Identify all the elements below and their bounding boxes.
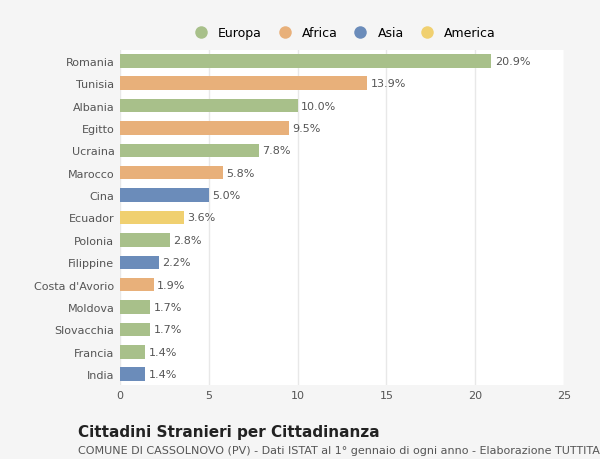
Bar: [120, 189, 209, 202]
Text: 20.9%: 20.9%: [495, 56, 530, 67]
Text: 10.0%: 10.0%: [301, 101, 337, 112]
Text: 13.9%: 13.9%: [370, 79, 406, 89]
Bar: [120, 55, 491, 68]
Text: 3.6%: 3.6%: [187, 213, 216, 223]
Text: 9.5%: 9.5%: [292, 123, 320, 134]
Bar: [120, 211, 184, 225]
Text: 1.4%: 1.4%: [148, 347, 177, 357]
Bar: [120, 345, 145, 359]
Bar: [120, 77, 367, 91]
Bar: [120, 278, 154, 292]
Text: 7.8%: 7.8%: [262, 146, 290, 156]
Text: Cittadini Stranieri per Cittadinanza: Cittadini Stranieri per Cittadinanza: [78, 425, 380, 440]
Bar: [120, 256, 159, 269]
Legend: Europa, Africa, Asia, America: Europa, Africa, Asia, America: [184, 23, 500, 44]
Bar: [120, 100, 298, 113]
Text: 2.2%: 2.2%: [163, 257, 191, 268]
Bar: [120, 368, 145, 381]
Text: 5.0%: 5.0%: [212, 190, 241, 201]
Bar: [120, 323, 150, 336]
Text: 5.8%: 5.8%: [227, 168, 255, 179]
Bar: [120, 301, 150, 314]
Text: 1.7%: 1.7%: [154, 325, 182, 335]
Text: 2.8%: 2.8%: [173, 235, 202, 246]
Bar: [120, 144, 259, 158]
Bar: [120, 234, 170, 247]
Bar: [120, 167, 223, 180]
Text: 1.7%: 1.7%: [154, 302, 182, 313]
Text: COMUNE DI CASSOLNOVO (PV) - Dati ISTAT al 1° gennaio di ogni anno - Elaborazione: COMUNE DI CASSOLNOVO (PV) - Dati ISTAT a…: [78, 445, 600, 455]
Text: 1.9%: 1.9%: [157, 280, 185, 290]
Bar: [120, 122, 289, 135]
Text: 1.4%: 1.4%: [148, 369, 177, 380]
